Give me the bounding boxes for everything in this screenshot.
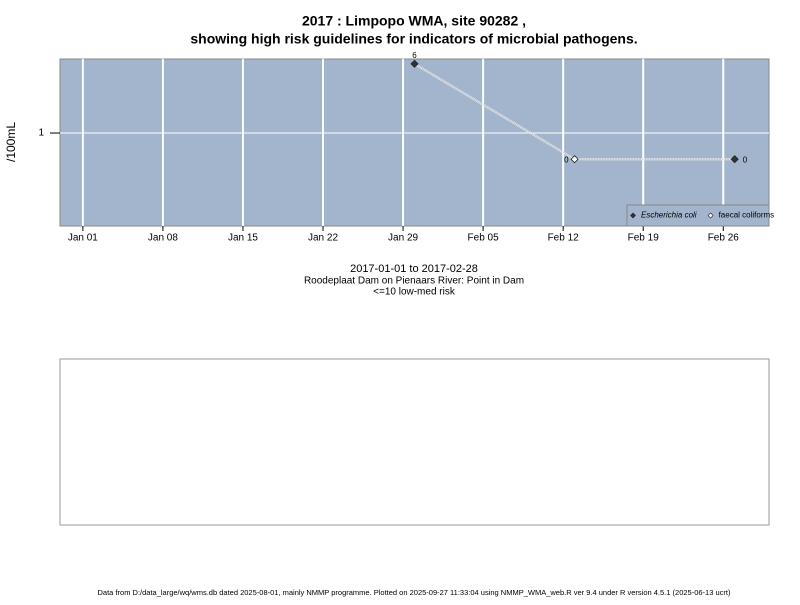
plot-panel: [59, 58, 770, 227]
point: [410, 59, 419, 68]
legend-marker: [707, 212, 714, 219]
x-tick-label: Feb 19: [628, 233, 660, 244]
x-tick-label: Feb 05: [468, 233, 500, 244]
x-tick-label: Feb 12: [548, 233, 580, 244]
footer: Data from D:/data_large/wq/wms.db dated …: [98, 588, 731, 597]
legend-marker: [630, 212, 636, 219]
legend-label: Escherichia coli: [641, 211, 697, 220]
x-tick-label: Feb 26: [708, 233, 740, 244]
data-label: 0: [564, 155, 569, 164]
y-tick-label: 1: [38, 128, 44, 139]
empty-panel: [59, 358, 770, 526]
x-tick-label: Jan 22: [308, 233, 338, 244]
data-label: 0: [743, 155, 748, 164]
legend-label: faecal coliforms: [719, 211, 775, 220]
point: [730, 155, 739, 164]
note: Roodeplaat Dam on Pienaars River: Point …: [304, 276, 524, 287]
x-tick-label: Jan 29: [388, 233, 418, 244]
point: [570, 155, 579, 164]
note: <=10 low-med risk: [373, 287, 456, 298]
note: 2017-01-01 to 2017-02-28: [350, 263, 478, 275]
x-tick-label: Jan 01: [68, 233, 98, 244]
chart-subtitle: showing high risk guidelines for indicat…: [190, 31, 637, 47]
x-tick-label: Jan 15: [228, 233, 258, 244]
x-tick-label: Jan 08: [148, 233, 178, 244]
chart-title: 2017 : Limpopo WMA, site 90282 ,: [302, 13, 526, 29]
y-axis-label: /100mL: [4, 122, 18, 162]
data-label: 6: [412, 51, 417, 60]
legend-box: [626, 204, 770, 227]
